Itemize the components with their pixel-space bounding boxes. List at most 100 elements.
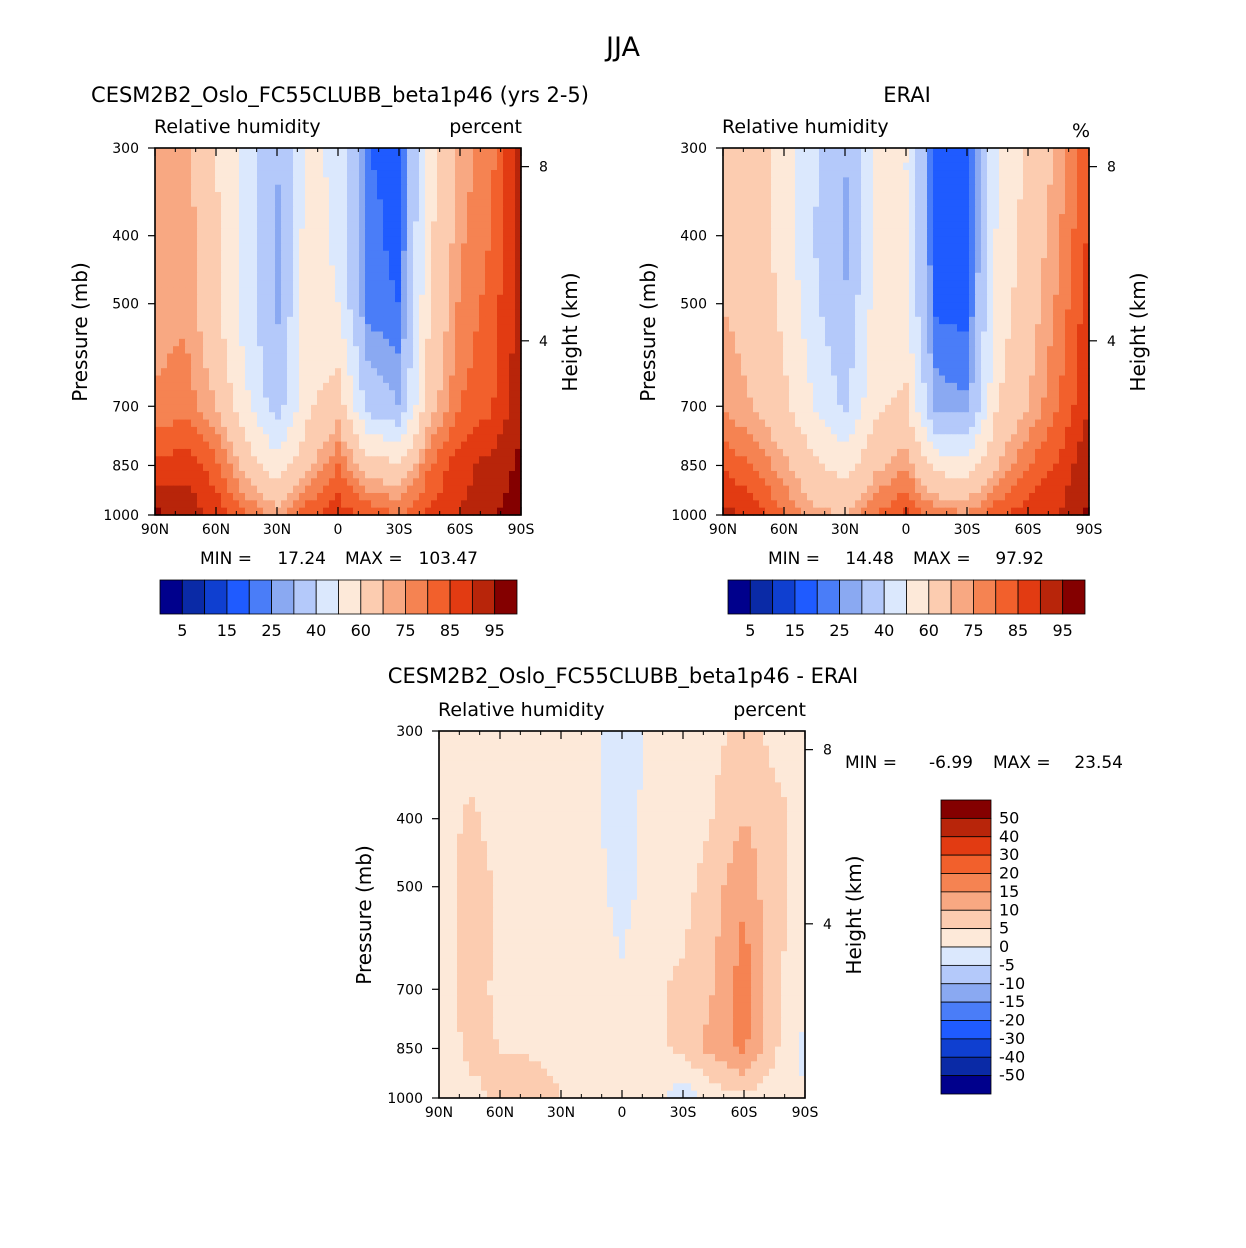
contour-cell [305, 478, 312, 487]
contour-cell [993, 324, 1000, 333]
contour-cell [855, 170, 862, 178]
contour-cell [491, 397, 498, 406]
contour-cell [921, 265, 928, 274]
contour-cell [251, 441, 258, 450]
contour-cell [281, 170, 288, 178]
contour-cell [903, 250, 910, 259]
contour-cell [287, 368, 294, 377]
contour-cell [377, 382, 384, 391]
contour-cell [479, 199, 486, 208]
contour-cell [239, 214, 246, 222]
contour-cell [185, 441, 192, 450]
contour-cell [479, 390, 486, 399]
contour-cell [371, 346, 378, 355]
contour-cell [389, 324, 396, 333]
contour-cell [341, 375, 348, 384]
contour-cell [837, 192, 844, 200]
contour-cell [831, 199, 838, 208]
contour-cell [311, 456, 318, 465]
contour-cell [921, 309, 928, 318]
contour-cell [485, 492, 492, 501]
contour-cell [185, 478, 192, 487]
contour-cell [491, 309, 498, 318]
contour-cell [813, 280, 820, 289]
contour-cell [777, 199, 784, 208]
contour-cell [1023, 243, 1030, 252]
contour-cell [963, 162, 970, 171]
contour-cell [437, 360, 444, 369]
contour-cell [849, 192, 856, 200]
contour-cell [293, 448, 300, 457]
contour-cell [939, 243, 946, 252]
contour-cell [173, 338, 180, 347]
contour-cell [227, 243, 234, 252]
contour-cell [1023, 324, 1030, 333]
contour-cell [209, 470, 216, 479]
contour-cell [999, 192, 1006, 200]
contour-cell [879, 360, 886, 369]
contour-cell [789, 184, 796, 193]
contour-cell [795, 236, 802, 245]
contour-cell [425, 199, 432, 208]
contour-cell [329, 368, 336, 377]
contour-cell [353, 177, 360, 186]
contour-cell [771, 243, 778, 252]
contour-cell [867, 184, 874, 193]
contour-cell [353, 236, 360, 245]
contour-cell [783, 206, 790, 215]
contour-cell [909, 280, 916, 289]
contour-cell [801, 184, 808, 193]
contour-cell [921, 214, 928, 222]
contour-cell [509, 221, 516, 230]
contour-cell [191, 419, 198, 428]
contour-cell [945, 148, 952, 156]
contour-cell [515, 412, 522, 421]
contour-cell [155, 434, 162, 443]
contour-cell [401, 426, 408, 435]
contour-cell [179, 243, 186, 252]
contour-cell [395, 199, 402, 208]
contour-cell [365, 507, 372, 516]
contour-cell [993, 331, 1000, 340]
contour-cell [239, 162, 246, 171]
contour-cell [1083, 324, 1090, 333]
contour-cell [1071, 258, 1078, 267]
contour-cell [353, 192, 360, 200]
contour-cell [509, 280, 516, 289]
contour-cell [341, 485, 348, 494]
contour-cell [359, 397, 366, 406]
contour-cell [903, 199, 910, 208]
contour-cell [879, 162, 886, 171]
contour-cell [395, 162, 402, 171]
contour-cell [311, 419, 318, 428]
contour-cell [497, 360, 504, 369]
contour-cell [401, 162, 408, 171]
contour-cell [981, 228, 988, 237]
contour-cell [335, 316, 342, 325]
contour-cell [945, 338, 952, 347]
contour-cell [849, 287, 856, 296]
contour-cell [275, 448, 282, 457]
contour-cell [167, 206, 174, 215]
contour-cell [179, 302, 186, 311]
contour-cell [227, 412, 234, 421]
contour-cell [1065, 258, 1072, 267]
contour-cell [317, 287, 324, 296]
contour-cell [1071, 199, 1078, 208]
contour-cell [179, 456, 186, 465]
contour-cell [485, 324, 492, 333]
contour-cell [909, 155, 916, 164]
contour-cell [209, 397, 216, 406]
contour-cell [413, 177, 420, 186]
contour-cell [329, 250, 336, 259]
contour-cell [305, 382, 312, 391]
contour-cell [795, 265, 802, 274]
contour-cell [927, 346, 934, 355]
colorbar-box [338, 579, 362, 615]
contour-cell [729, 360, 736, 369]
contour-cell [473, 397, 480, 406]
contour-cell [251, 382, 258, 391]
contour-cell [425, 375, 432, 384]
contour-cell [239, 338, 246, 347]
contour-cell [161, 199, 168, 208]
